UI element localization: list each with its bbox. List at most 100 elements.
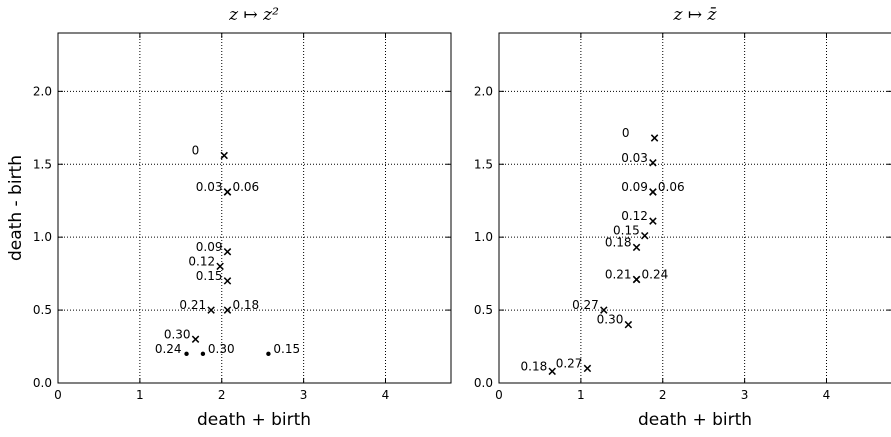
data-point-x [649, 188, 657, 196]
marker-stroke [220, 151, 228, 160]
y-tick-label: 2.0 [33, 84, 52, 98]
point-label: 0 [622, 126, 630, 140]
plot-frame-left [57, 32, 452, 384]
data-point-dot [200, 351, 206, 357]
marker-stroke [600, 306, 608, 314]
marker-stroke [649, 217, 657, 225]
data-point-x [632, 243, 641, 252]
data-point-x [649, 217, 657, 225]
point-label: 0.24 [155, 342, 182, 356]
point-label: 0.21 [605, 267, 632, 281]
x-tick-label: 2 [218, 388, 226, 402]
point-label: 0.09 [621, 180, 648, 194]
marker-stroke [207, 306, 215, 314]
point-label: 0.09 [196, 240, 223, 254]
data-point-x [223, 188, 232, 196]
point-label: 0.21 [179, 298, 206, 312]
data-point-x [641, 231, 649, 240]
x-tick-label: 1 [136, 388, 144, 402]
points-right: 00.030.09 0.060.120.150.180.21 0.240.270.3… [521, 126, 685, 376]
point-label: 0.30 [597, 313, 624, 327]
data-point-dot [266, 351, 271, 357]
data-point-x [649, 159, 657, 167]
ticks-right: 0 1 2 3 4 0.0 0.5 1.0 1.5 2.0 [474, 33, 891, 402]
marker-stroke [223, 306, 232, 314]
point-label: 0.27 [572, 298, 599, 312]
data-point-x [207, 306, 215, 314]
point-label: 0.18 [521, 359, 548, 373]
marker-stroke [223, 188, 232, 196]
data-point-x [223, 248, 232, 256]
points-left: 00.03 0.060.090.120.150.21 0.180.300.24 0.3… [155, 144, 300, 357]
data-point-x [583, 364, 592, 373]
x-tick-label: 1 [577, 388, 585, 402]
point-label: 0.24 [642, 267, 669, 281]
marker-stroke [583, 364, 592, 373]
x-tick-label: 2 [659, 388, 667, 402]
marker-stroke [191, 335, 200, 343]
x-tick-label: 3 [300, 388, 308, 402]
point-label: 0.12 [188, 254, 215, 268]
data-point-x [624, 320, 633, 329]
point-label: 0.15 [196, 269, 223, 283]
data-point-x [220, 151, 228, 160]
y-tick-label: 0.5 [474, 303, 493, 317]
data-point-x [191, 335, 200, 343]
data-point-x [600, 306, 608, 314]
point-label: 0.12 [621, 209, 648, 223]
point-label: 0.15 [613, 224, 640, 238]
y-tick-label: 1.0 [474, 230, 493, 244]
x-axis-label-left: death + birth [197, 410, 311, 430]
x-tick-label: 4 [823, 388, 831, 402]
y-tick-label: 1.5 [33, 157, 52, 171]
data-point-dot [184, 351, 189, 357]
data-point-x [216, 262, 224, 271]
x-tick-label: 0 [495, 388, 503, 402]
grid-left [58, 33, 451, 383]
marker-stroke [641, 231, 649, 240]
marker-stroke [650, 134, 659, 142]
point-label: 0.27 [556, 356, 583, 370]
data-point-x [548, 367, 556, 376]
point-label: 0.03 [196, 180, 223, 194]
y-axis-label-left: death - birth [6, 155, 26, 261]
point-label: 0.15 [273, 342, 300, 356]
data-point-x [223, 306, 232, 314]
y-tick-label: 1.5 [474, 157, 493, 171]
point-label: 0.03 [621, 151, 648, 165]
y-tick-label: 0.5 [33, 303, 52, 317]
plot-frame-right [498, 32, 891, 384]
chart-title-right: z ↦ z̄ [673, 5, 718, 25]
ticks-left: 0 1 2 3 4 0.0 0.5 1.0 1.5 2.0 [33, 33, 451, 402]
data-point-x [223, 277, 232, 285]
data-point-x [632, 275, 641, 284]
y-tick-label: 0.0 [474, 376, 493, 390]
x-tick-label: 0 [54, 388, 62, 402]
marker-stroke [548, 367, 556, 376]
x-tick-label: 3 [741, 388, 749, 402]
data-point-x [650, 134, 659, 142]
marker-stroke [223, 248, 232, 256]
y-tick-label: 0.0 [33, 376, 52, 390]
x-tick-label: 4 [382, 388, 390, 402]
grid-right [499, 33, 891, 383]
marker-stroke [649, 159, 657, 167]
marker-stroke [624, 320, 633, 329]
point-label: 0.18 [232, 298, 259, 312]
point-label: 0 [192, 144, 200, 158]
marker-stroke [632, 243, 641, 252]
point-label: 0.06 [658, 180, 685, 194]
y-tick-label: 1.0 [33, 230, 52, 244]
chart-title-left: z ↦ z² [228, 5, 279, 25]
panel-right: z ↦ z̄ 0 1 2 3 4 0.0 0.5 1.0 1.5 2.0 0 0.03 0.09 0.0… [474, 5, 891, 430]
point-label: 0.30 [164, 327, 191, 341]
panel-left: z ↦ z² 0 1 2 3 4 0.0 0.5 1.0 1.5 2.0 0 0.03 0.06 0.0… [6, 5, 452, 430]
marker-stroke [632, 275, 641, 284]
x-axis-label-right: death + birth [638, 410, 752, 430]
point-label: 0.30 [208, 342, 235, 356]
marker-stroke [649, 188, 657, 196]
point-label: 0.18 [605, 235, 632, 249]
y-tick-label: 2.0 [474, 84, 493, 98]
